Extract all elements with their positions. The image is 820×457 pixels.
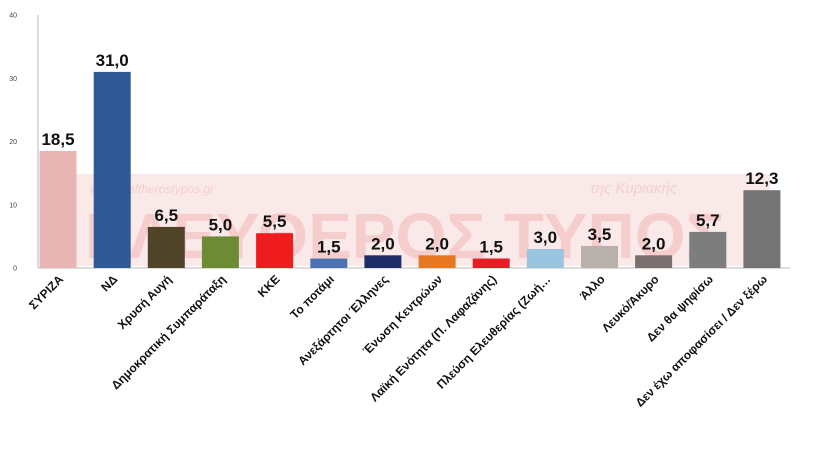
- category-label: Το ποτάμι: [287, 272, 337, 322]
- value-label: 3,5: [588, 225, 612, 244]
- y-tick-label: 30: [9, 76, 17, 83]
- value-label: 1,5: [317, 238, 341, 257]
- bar-series: [39, 71, 781, 269]
- watermark-title: ΕΛΕΥΘΕΡΟΣ ΤΥΠΟΣ: [85, 200, 725, 272]
- value-label: 12,3: [745, 169, 778, 188]
- value-labels: 18,5 31,0 6,5 5,0 5,5 1,5 2,0 2,0 1,5 3,0 3,5 2,0 5,…: [41, 51, 778, 257]
- bar: [526, 249, 564, 268]
- category-label: Δημοκρατική Συμπαράταξη: [108, 272, 228, 392]
- bar: [364, 255, 402, 268]
- bar: [256, 233, 294, 268]
- category-label: Ανεξάρτητοι Έλληνες: [295, 272, 391, 368]
- y-tick-label: 0: [13, 266, 17, 273]
- value-label: 31,0: [96, 51, 129, 70]
- value-label: 3,0: [533, 228, 557, 247]
- value-label: 6,5: [154, 206, 178, 225]
- y-tick-label: 20: [9, 139, 17, 146]
- category-label: ΣΥΡΙΖΑ: [26, 272, 66, 312]
- bar: [201, 236, 239, 268]
- value-label: 2,0: [425, 234, 449, 253]
- category-label: Άλλο: [577, 272, 608, 303]
- y-tick-label: 40: [9, 13, 17, 20]
- value-label: 5,7: [696, 211, 720, 230]
- bar: [743, 190, 781, 268]
- bar: [147, 226, 185, 268]
- category-label: ΝΔ: [98, 272, 120, 294]
- bar: [418, 255, 456, 268]
- value-label: 18,5: [41, 130, 74, 149]
- bar: [689, 231, 727, 268]
- value-label: 5,5: [263, 212, 287, 231]
- bar: [635, 255, 673, 268]
- category-label: Χρυσή Αυγή: [115, 272, 175, 332]
- category-label: Πλεύση Ελευθερίας (Ζωή…: [434, 272, 553, 391]
- value-label: 5,0: [209, 215, 233, 234]
- bar: [39, 151, 77, 268]
- value-label: 1,5: [479, 238, 503, 257]
- y-tick-label: 10: [9, 202, 17, 209]
- bar: [93, 71, 131, 269]
- y-axis-ticks: 0 10 20 30 40: [9, 13, 17, 273]
- bar: [581, 245, 618, 268]
- bar: [472, 258, 510, 268]
- value-label: 2,0: [642, 234, 666, 253]
- watermark-tag: της Κυριακής: [590, 180, 678, 197]
- value-label: 2,0: [371, 234, 395, 253]
- category-label: ΚΚΕ: [255, 272, 283, 300]
- bar: [310, 258, 348, 268]
